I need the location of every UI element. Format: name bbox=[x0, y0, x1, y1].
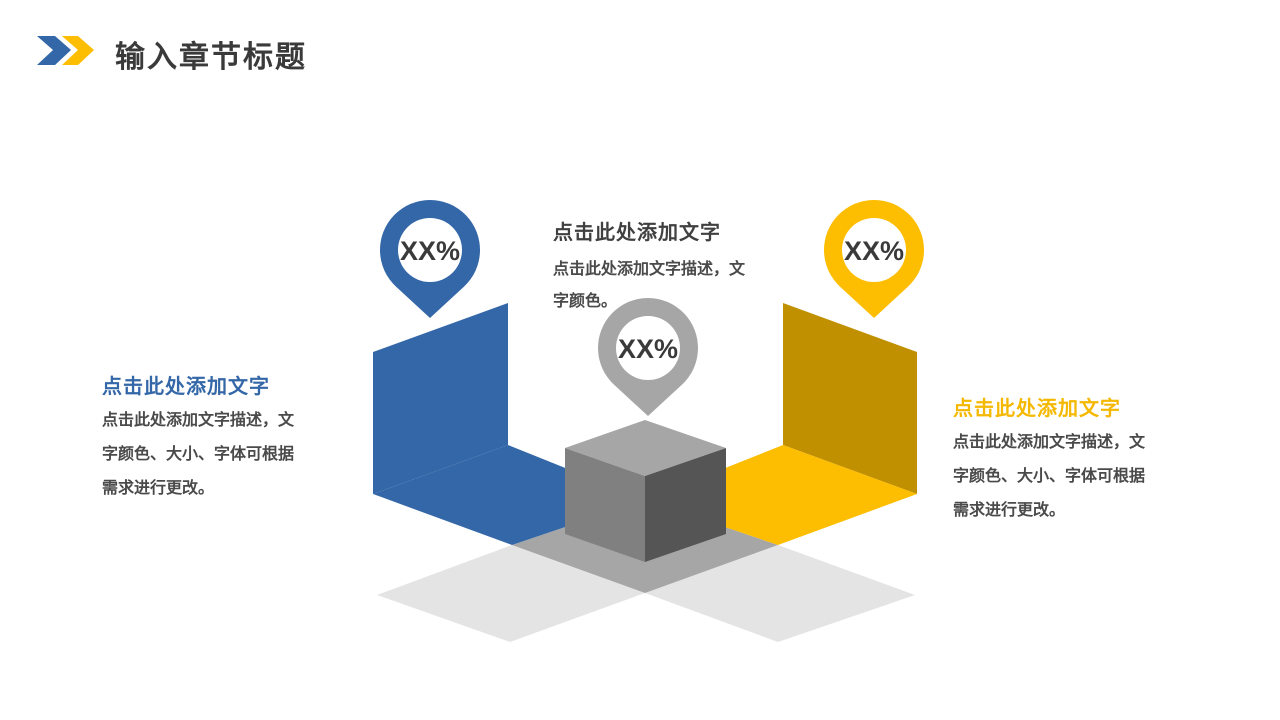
center-heading: 点击此处添加文字 bbox=[553, 220, 721, 244]
gray-cube bbox=[565, 420, 726, 562]
center-line: 字颜色。 bbox=[553, 291, 618, 310]
right-line: 需求进行更改。 bbox=[953, 500, 1066, 519]
yellow-wall bbox=[783, 303, 917, 494]
right-line: 字颜色、大小、字体可根据 bbox=[953, 466, 1146, 485]
center-line: 点击此处添加文字描述，文 bbox=[553, 259, 746, 278]
pin-percent-label: XX% bbox=[844, 236, 904, 266]
right-text-block: 点击此处添加文字 点击此处添加文字描述，文 字颜色、大小、字体可根据 需求进行更… bbox=[953, 392, 1145, 527]
left-line: 需求进行更改。 bbox=[102, 478, 215, 497]
double-chevron-icon bbox=[37, 36, 94, 65]
location-pin-icon: XX% bbox=[598, 297, 698, 416]
shadow-left bbox=[377, 545, 645, 642]
pin-percent-label: XX% bbox=[618, 334, 678, 364]
location-pin-icon: XX% bbox=[379, 199, 480, 318]
shadow-right bbox=[645, 545, 915, 642]
pin-percent-label: XX% bbox=[400, 236, 460, 266]
right-heading: 点击此处添加文字 bbox=[953, 396, 1121, 420]
left-line: 字颜色、大小、字体可根据 bbox=[102, 444, 295, 463]
left-line: 点击此处添加文字描述，文 bbox=[102, 410, 295, 429]
right-line: 点击此处添加文字描述，文 bbox=[953, 432, 1146, 451]
center-text-block: 点击此处添加文字 点击此处添加文字描述，文 字颜色。 bbox=[553, 216, 745, 317]
page-title: 输入章节标题 bbox=[115, 40, 307, 75]
left-text-block: 点击此处添加文字 点击此处添加文字描述，文 字颜色、大小、字体可根据 需求进行更… bbox=[102, 370, 294, 505]
location-pin-icon: XX% bbox=[823, 199, 924, 318]
blue-wall bbox=[373, 303, 508, 494]
left-heading: 点击此处添加文字 bbox=[102, 374, 270, 398]
